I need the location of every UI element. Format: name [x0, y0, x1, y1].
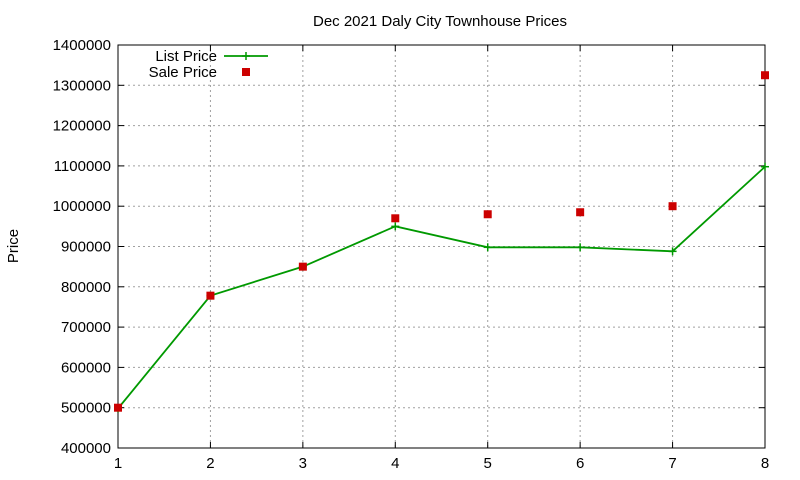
y-tick-label: 800000 — [61, 279, 111, 296]
data-point — [668, 247, 677, 256]
data-point — [576, 208, 585, 217]
y-tick-label: 1300000 — [53, 77, 111, 94]
y-tick-label: 600000 — [61, 359, 111, 376]
y-tick-label: 500000 — [61, 400, 111, 417]
x-tick-label: 8 — [761, 455, 769, 472]
data-point — [298, 262, 307, 271]
legend-marker — [242, 52, 250, 60]
y-tick-label: 700000 — [61, 319, 111, 336]
data-point — [576, 243, 585, 252]
data-point — [483, 243, 492, 252]
x-tick-label: 4 — [391, 455, 399, 472]
x-tick-label: 6 — [576, 455, 584, 472]
y-tick-label: 1400000 — [53, 37, 111, 54]
x-tick-label: 5 — [484, 455, 492, 472]
y-tick-label: 1000000 — [53, 198, 111, 215]
series-1 — [114, 71, 769, 412]
y-tick-label: 1200000 — [53, 118, 111, 135]
data-point — [668, 202, 677, 211]
legend-label: Sale Price — [149, 64, 217, 81]
data-point — [206, 291, 215, 300]
data-point — [114, 403, 122, 412]
data-point — [483, 210, 492, 219]
data-point — [761, 162, 769, 171]
plot-area-border — [117, 44, 766, 449]
legend-label: List Price — [155, 48, 217, 65]
grid — [118, 45, 765, 448]
x-tick-label: 1 — [114, 455, 122, 472]
series-line — [117, 166, 766, 410]
y-tick-label: 900000 — [61, 239, 111, 256]
y-tick-label: 1100000 — [54, 158, 111, 175]
axis-ticks: 1 2 3 4 5 6 7 8 400000 500000 600000 700000 800000 90… — [53, 37, 770, 472]
data-point — [391, 222, 400, 231]
legend-marker — [242, 68, 250, 76]
x-tick-label: 2 — [206, 455, 214, 472]
x-tick-label: 3 — [299, 455, 307, 472]
y-axis-label: Price — [5, 229, 22, 263]
series-0 — [114, 162, 769, 413]
series-layer — [114, 71, 769, 413]
x-tick-label: 7 — [668, 455, 676, 472]
y-tick-label: 400000 — [61, 440, 111, 457]
data-point — [761, 71, 769, 80]
data-point — [391, 214, 400, 223]
chart-title: Dec 2021 Daly City Townhouse Prices — [313, 13, 567, 30]
